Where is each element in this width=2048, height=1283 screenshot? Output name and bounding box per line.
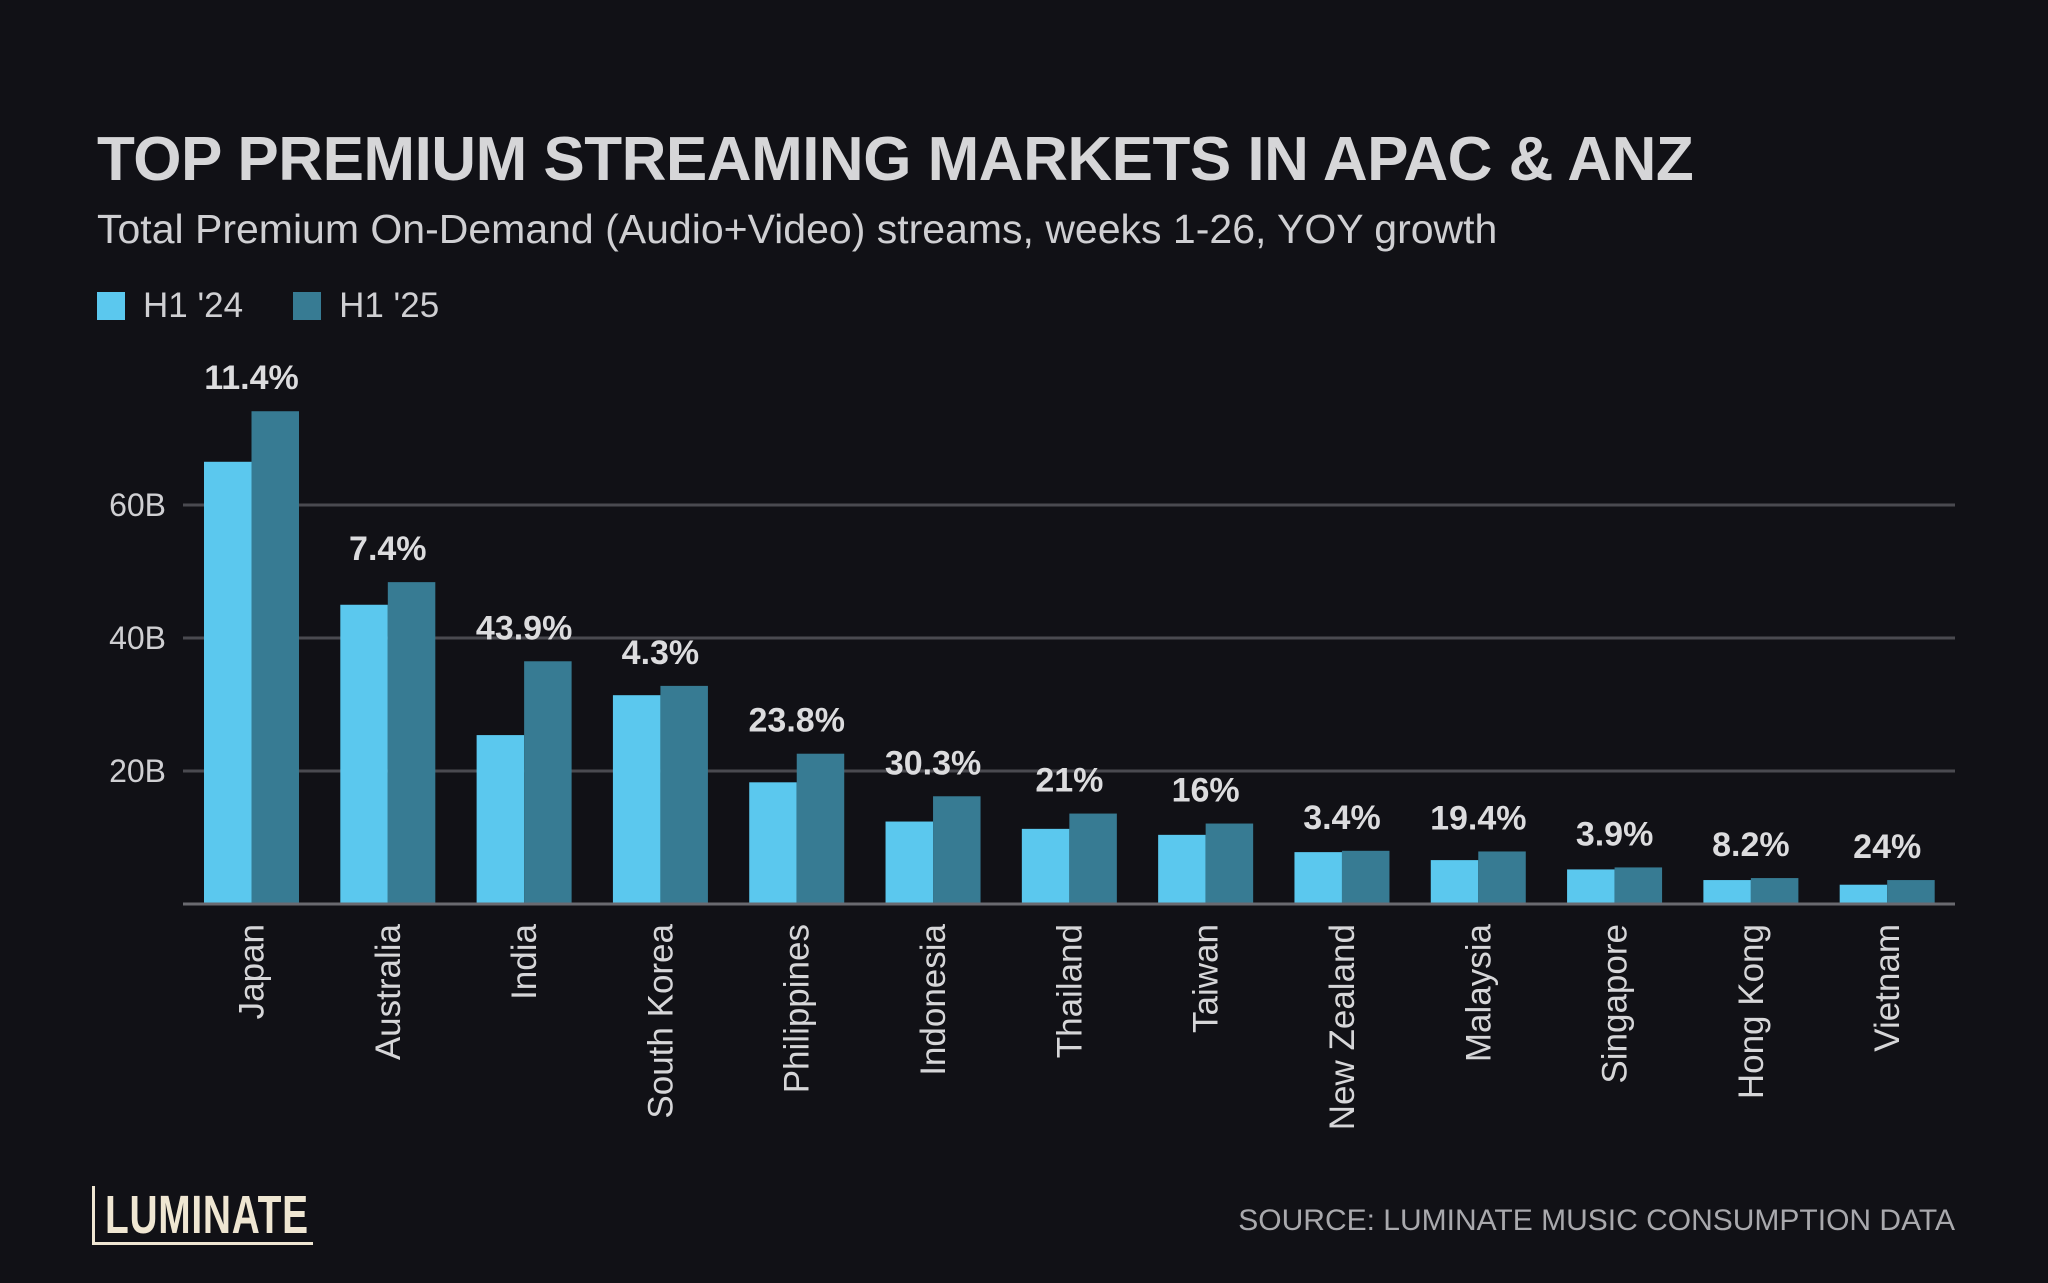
- x-tick-label: Japan: [233, 924, 272, 1019]
- legend-swatch: [293, 292, 322, 320]
- bar-h1-24: [885, 821, 934, 904]
- legend-swatch: [97, 292, 125, 320]
- bar-h1-25: [1614, 867, 1663, 904]
- bar-h1-24: [476, 735, 525, 904]
- bar-h1-24: [1839, 884, 1888, 904]
- growth-label: 3.4%: [1303, 799, 1381, 837]
- bar-h1-25: [660, 685, 708, 904]
- y-tick-label: 60B: [109, 487, 166, 523]
- x-tick-label: Taiwan: [1187, 924, 1226, 1033]
- growth-label: 30.3%: [885, 744, 981, 782]
- bar-h1-24: [1703, 880, 1751, 904]
- growth-label: 4.3%: [622, 634, 700, 672]
- growth-label: 11.4%: [204, 359, 299, 397]
- x-tick-label: Singapore: [1596, 924, 1635, 1084]
- growth-label: 7.4%: [349, 530, 427, 568]
- bar-h1-25: [251, 411, 299, 904]
- growth-label: 43.9%: [476, 609, 572, 647]
- bar-h1-24: [1294, 852, 1342, 904]
- growth-label: 19.4%: [1430, 799, 1526, 837]
- bar-h1-24: [612, 695, 661, 904]
- x-tick-label: New Zealand: [1323, 924, 1362, 1130]
- chart-title: TOP PREMIUM STREAMING MARKETS IN APAC & …: [97, 125, 1694, 194]
- x-tick-label: Hong Kong: [1732, 924, 1771, 1099]
- bar-h1-25: [1478, 851, 1526, 904]
- bar-h1-25: [524, 661, 572, 904]
- bar-h1-24: [749, 782, 797, 904]
- y-tick-label: 40B: [109, 620, 166, 656]
- bar-h1-24: [1021, 828, 1070, 904]
- bar-h1-25: [387, 582, 436, 904]
- growth-label: 24%: [1853, 828, 1921, 866]
- source-note: SOURCE: LUMINATE MUSIC CONSUMPTION DATA: [1238, 1204, 1955, 1237]
- chart-subtitle: Total Premium On-Demand (Audio+Video) st…: [97, 206, 1498, 252]
- bar-h1-25: [796, 753, 845, 904]
- x-tick-label: Australia: [369, 923, 408, 1060]
- legend-label: H1 '24: [143, 286, 244, 325]
- bar-h1-24: [1567, 869, 1615, 904]
- bar-h1-24: [204, 461, 252, 904]
- bar-h1-25: [1750, 878, 1799, 904]
- legend: H1 '24 H1 '25: [97, 286, 489, 326]
- bar-h1-25: [933, 796, 981, 904]
- legend-item-h1-24: H1 '24: [97, 286, 243, 326]
- y-tick-label: 20B: [109, 753, 166, 789]
- bar-h1-25: [1887, 880, 1935, 904]
- bar-h1-25: [1341, 850, 1390, 904]
- x-tick-label: South Korea: [641, 923, 680, 1118]
- bar-h1-25: [1205, 823, 1254, 904]
- logo-text: LUMINATE: [105, 1185, 309, 1245]
- growth-label: 3.9%: [1576, 815, 1654, 853]
- legend-label: H1 '25: [339, 286, 440, 325]
- growth-label: 8.2%: [1712, 826, 1790, 864]
- bar-h1-24: [1158, 834, 1206, 904]
- x-tick-label: Thailand: [1050, 924, 1089, 1058]
- x-tick-label: India: [505, 923, 544, 999]
- bar-h1-24: [1430, 860, 1479, 904]
- growth-label: 21%: [1035, 762, 1103, 800]
- bar-h1-24: [340, 604, 388, 904]
- x-tick-label: Indonesia: [914, 923, 953, 1075]
- x-tick-label: Malaysia: [1459, 923, 1498, 1062]
- x-tick-label: Philippines: [778, 924, 817, 1093]
- bar-h1-25: [1069, 813, 1117, 904]
- legend-item-h1-25: H1 '25: [293, 286, 439, 326]
- luminate-logo: LUMINATE: [92, 1185, 313, 1245]
- growth-label: 16%: [1172, 772, 1240, 810]
- x-tick-label: Vietnam: [1868, 924, 1907, 1052]
- growth-label: 23.8%: [749, 702, 845, 740]
